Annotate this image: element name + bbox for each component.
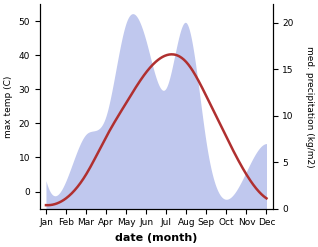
Y-axis label: max temp (C): max temp (C): [4, 75, 13, 138]
X-axis label: date (month): date (month): [115, 233, 197, 243]
Y-axis label: med. precipitation (kg/m2): med. precipitation (kg/m2): [305, 45, 314, 167]
